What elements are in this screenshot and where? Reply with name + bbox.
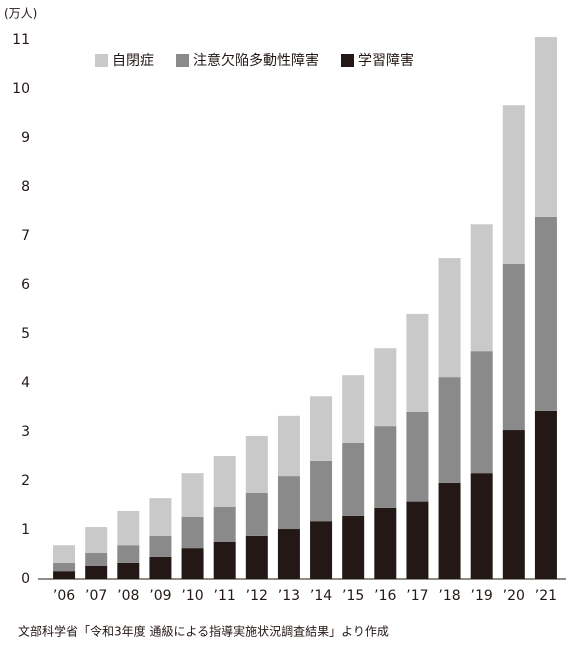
bar-segment (310, 521, 333, 579)
y-tick-label: 5 (21, 326, 30, 342)
bar-segment (85, 565, 108, 579)
y-tick-label: 3 (21, 424, 30, 440)
x-tick-label: ’08 (117, 588, 139, 604)
bar-segment (149, 556, 172, 579)
bar-segment (310, 396, 333, 461)
y-tick-label: 11 (12, 32, 30, 48)
bar-segment (406, 411, 429, 502)
bar-segment (117, 510, 140, 546)
bar-segment (117, 545, 140, 563)
bar-segment (277, 529, 300, 579)
bar-segment (374, 426, 397, 508)
bar-segment (181, 548, 204, 579)
bar-segment (85, 553, 108, 566)
bar-segment (470, 224, 493, 352)
legend-swatch (95, 54, 108, 67)
bar-segment (117, 562, 140, 579)
bar-segment (374, 348, 397, 427)
bar-segment (342, 375, 365, 443)
x-tick-label: ’10 (181, 588, 203, 604)
legend-swatch (341, 54, 354, 67)
bar-segment (213, 541, 236, 579)
legend-label: 学習障害 (358, 53, 414, 69)
bar-segment (534, 410, 557, 579)
y-tick-label: 7 (21, 228, 30, 244)
bar-segment (245, 435, 268, 493)
bar-segment (438, 258, 461, 378)
bar-segment (53, 571, 76, 579)
y-tick-label: 8 (21, 179, 30, 195)
bar-segment (85, 527, 108, 554)
y-tick-label: 6 (21, 277, 30, 293)
bar-segment (534, 37, 557, 217)
bar-segment (53, 562, 76, 572)
x-tick-label: ’13 (278, 588, 300, 604)
legend-swatch (176, 54, 189, 67)
bar-segment (502, 105, 525, 264)
legend-label: 注意欠陥多動性障害 (193, 52, 319, 69)
x-tick-label: ’07 (85, 588, 107, 604)
y-tick-label: 9 (21, 130, 30, 146)
x-tick-label: ’17 (406, 588, 428, 604)
bar-segment (470, 473, 493, 579)
bar-segment (406, 313, 429, 412)
x-tick-label: ’11 (214, 588, 236, 604)
x-tick-label: ’18 (438, 588, 460, 604)
x-tick-label: ’12 (246, 588, 268, 604)
source-note: 文部科学省「令和3年度 通級による指導実施状況調査結果」より作成 (18, 624, 389, 639)
bar-segment (374, 507, 397, 579)
bar-segment (213, 456, 236, 507)
bar-segment (149, 498, 172, 536)
bar-segment (245, 535, 268, 579)
x-tick-label: ’14 (310, 588, 332, 604)
bar-segment (310, 460, 333, 522)
bar-segment (534, 216, 557, 411)
bar-segment (406, 501, 429, 579)
bar-segment (342, 515, 365, 579)
bar-segment (213, 506, 236, 542)
y-tick-label: 0 (21, 571, 30, 587)
x-tick-label: ’15 (342, 588, 364, 604)
bar-segment (181, 516, 204, 549)
x-tick-label: ’21 (535, 588, 557, 604)
y-tick-label: 1 (21, 522, 30, 538)
bar-segment (342, 442, 365, 516)
bar-segment (277, 415, 300, 477)
bar-segment (149, 535, 172, 557)
y-tick-label: 4 (21, 375, 30, 391)
bar-segment (502, 430, 525, 579)
y-axis-label: (万人) (4, 7, 37, 21)
x-tick-label: ’06 (53, 588, 75, 604)
bar-segment (277, 476, 300, 530)
y-tick-label: 2 (21, 473, 30, 489)
bar-segment (438, 377, 461, 483)
bar-segment (502, 263, 525, 431)
y-tick-label: 10 (12, 81, 30, 97)
x-tick-label: ’09 (149, 588, 171, 604)
bar-segment (245, 492, 268, 536)
bar-segment (470, 351, 493, 474)
x-tick-label: ’20 (503, 588, 525, 604)
x-tick-label: ’19 (471, 588, 493, 604)
bar-segment (181, 473, 204, 517)
bar-segment (53, 545, 76, 563)
bar-segment (438, 482, 461, 579)
x-tick-label: ’16 (374, 588, 396, 604)
legend-label: 自閉症 (112, 53, 154, 69)
